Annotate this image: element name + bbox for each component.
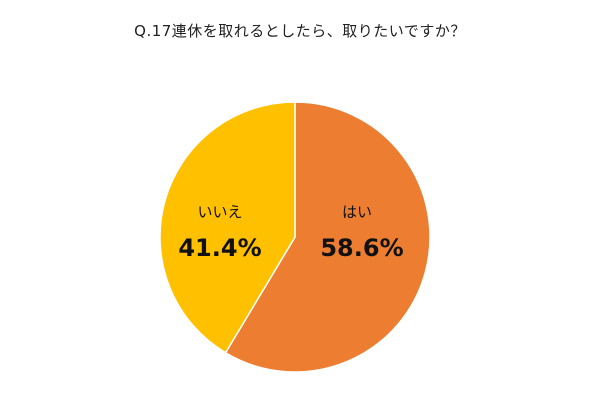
slice-value-label-0: 58.6% [320, 234, 403, 262]
slice-value-label-1: 41.4% [178, 234, 261, 262]
slice-name-label-1: いいえ [197, 203, 242, 221]
pie-slice-0 [224, 101, 431, 373]
pie-labels: はい 58.6% いいえ 41.4% [178, 203, 403, 262]
slice-name-label-0: はい [342, 203, 372, 221]
pie-slices [159, 101, 431, 373]
pie-slice-1 [159, 101, 296, 354]
chart-title: Q.17連休を取れるとしたら、取りたいですか？ [134, 22, 466, 40]
